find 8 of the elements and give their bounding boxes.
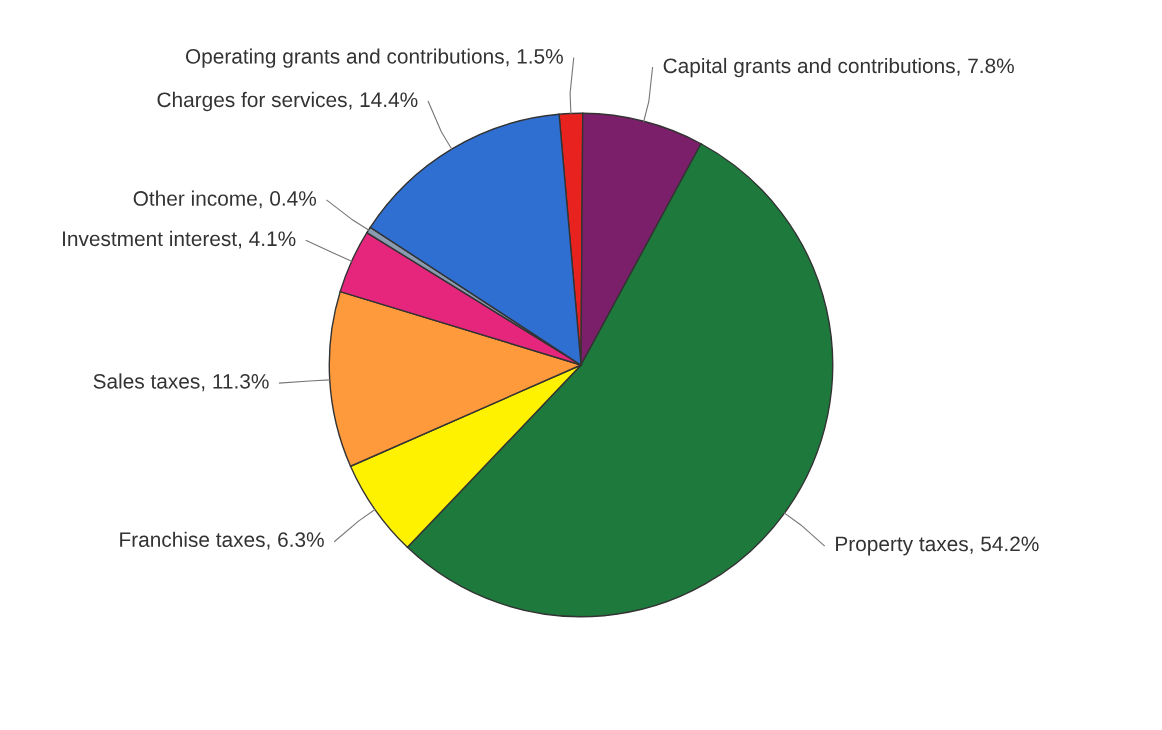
slice-label: Sales taxes, 11.3%	[93, 373, 269, 392]
slice-label: Franchise taxes, 6.3%	[120, 531, 324, 550]
slice-label: Property taxes, 54.2%	[836, 536, 1039, 556]
slice-label: Capital grants and contributions, 7.8%	[663, 57, 1014, 78]
slice-label: Operating grants and contributions, 1.5%	[185, 48, 563, 68]
slice-label: Investment interest, 4.1%	[63, 230, 296, 249]
slice-label: Other income, 0.4%	[133, 190, 317, 209]
slice-label: Charges for services, 14.4%	[157, 91, 418, 112]
